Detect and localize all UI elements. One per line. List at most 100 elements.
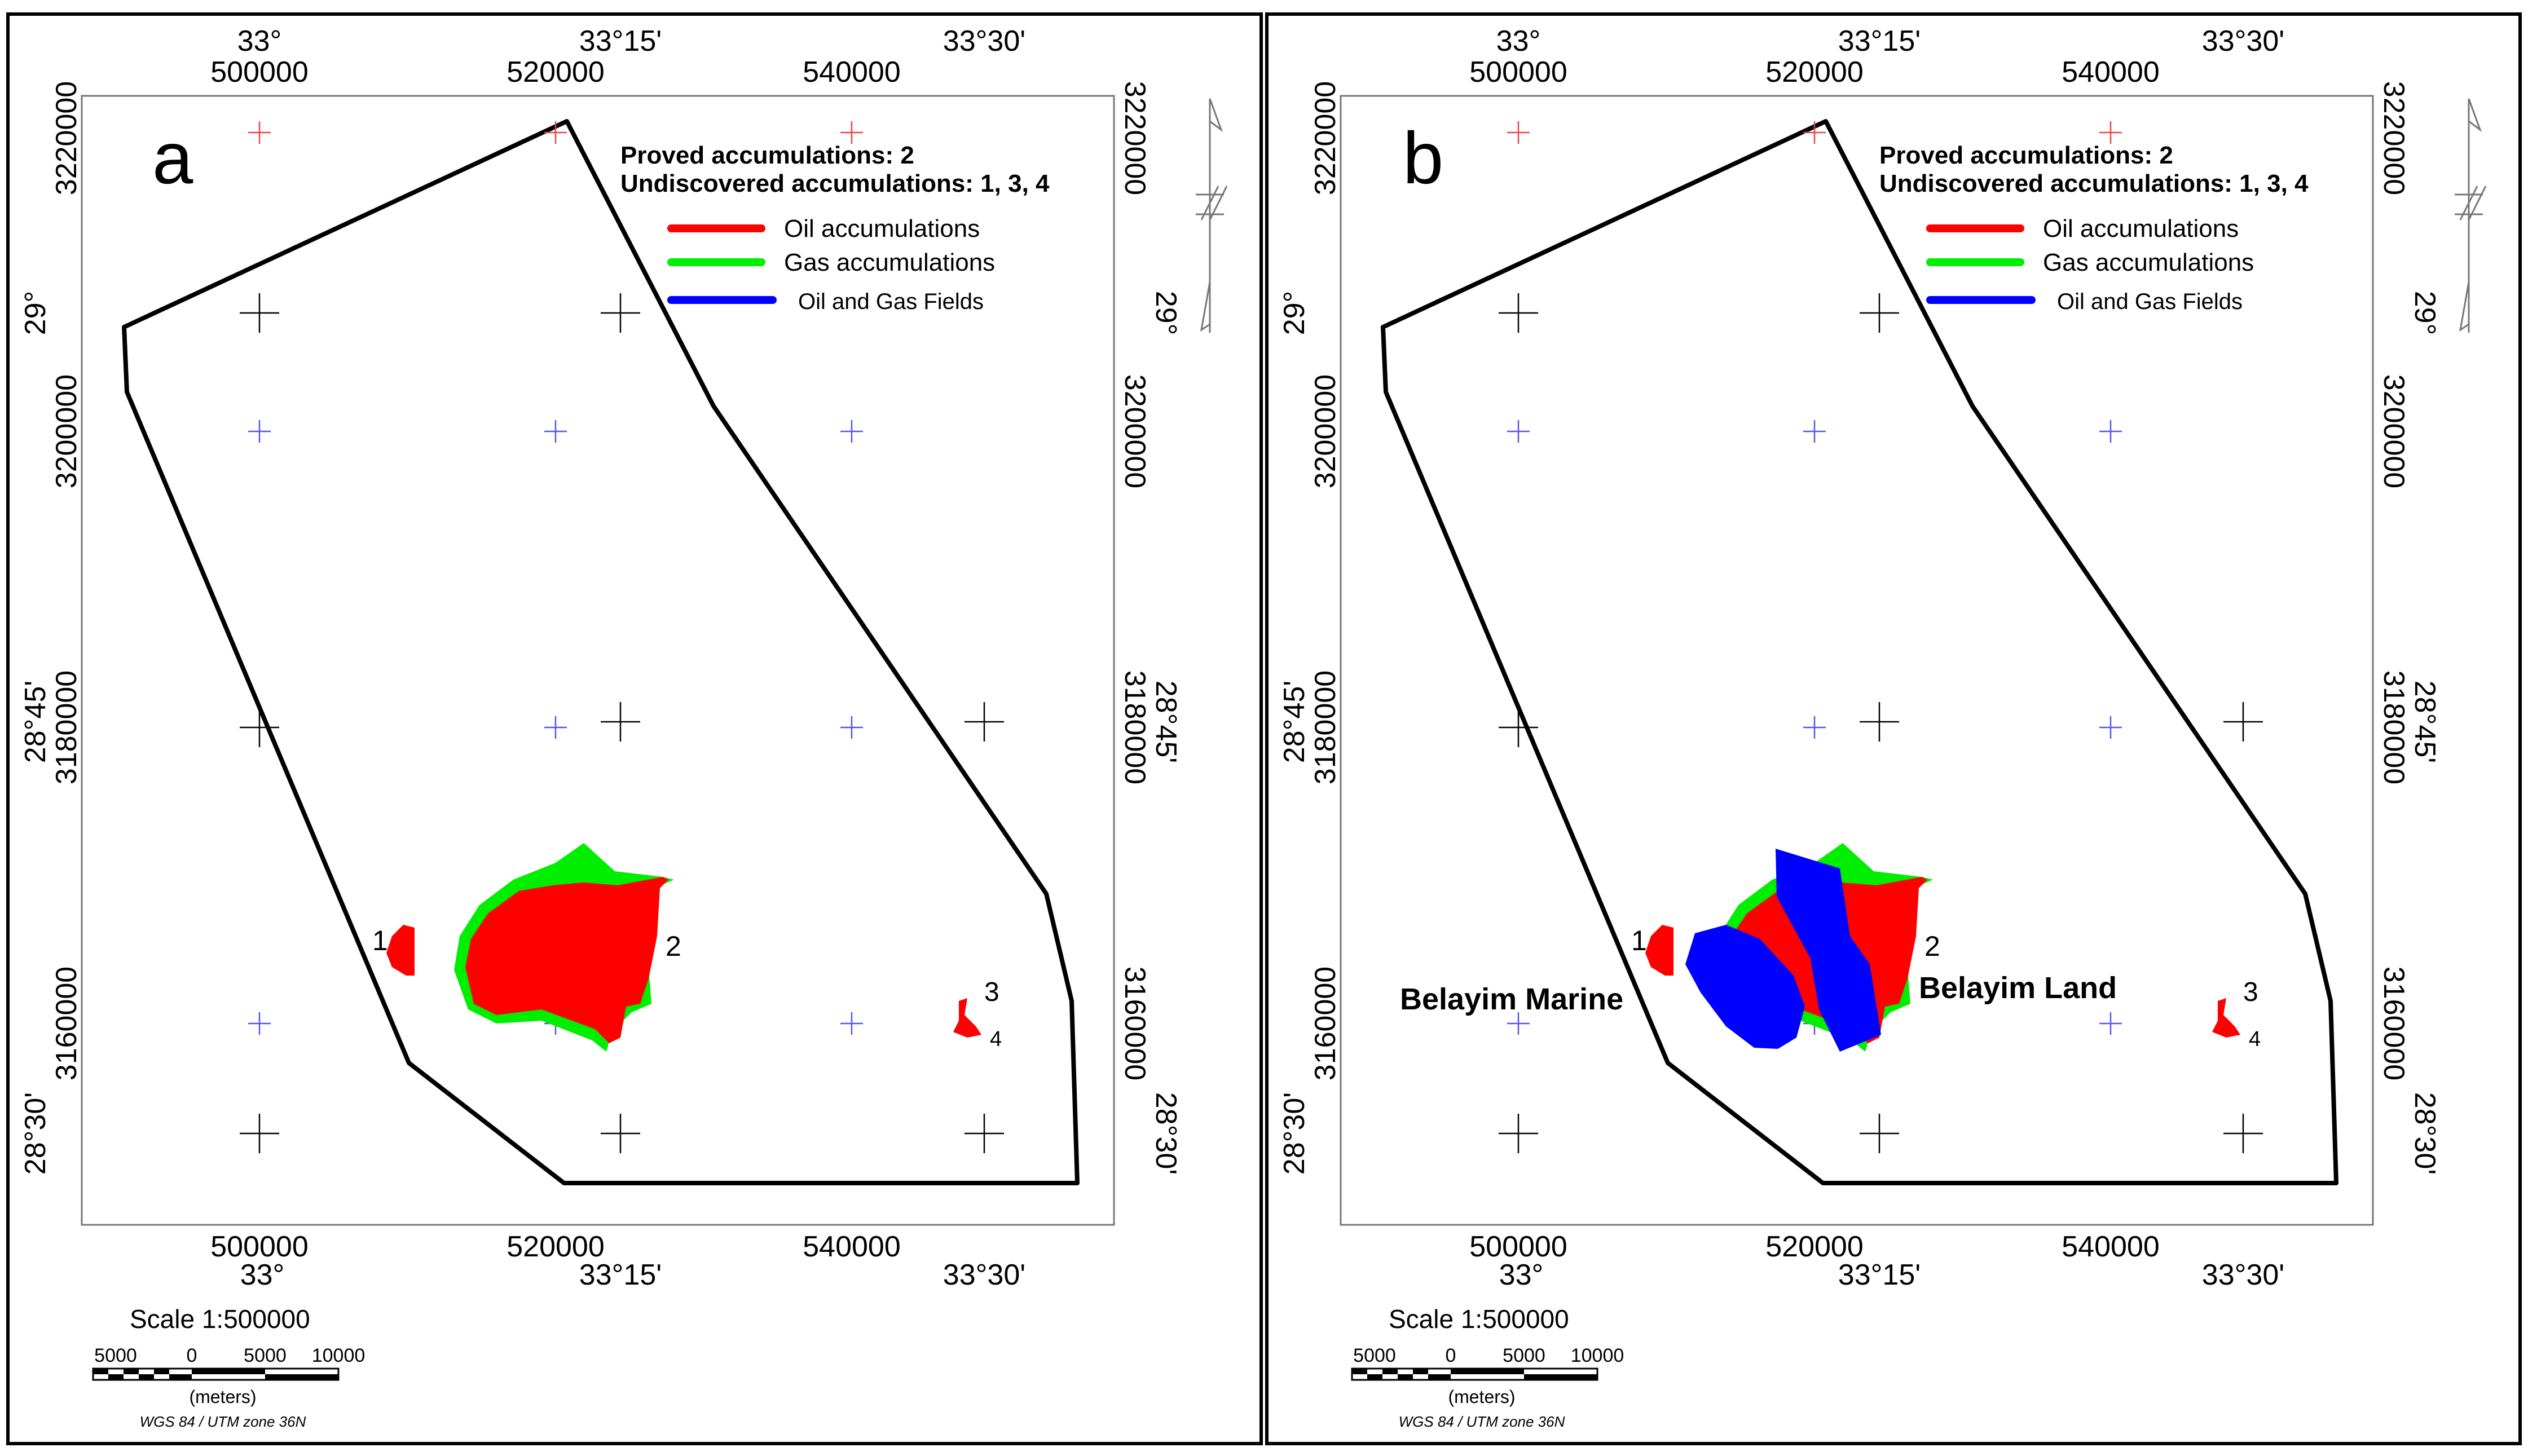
accumulation-label-3: 3	[2243, 977, 2258, 1007]
accumulation-label-1: 1	[1631, 925, 1647, 956]
red-utm-crosses	[1507, 121, 2122, 144]
bottom-lon-33: 33°	[1499, 1259, 1544, 1291]
projection-label: WGS 84 / UTM zone 36N	[1399, 1413, 1565, 1430]
field-label-belayim-land: Belayim Land	[1919, 971, 2117, 1005]
oil-accumulation-1	[386, 925, 415, 976]
left-lat-2845: 28°45'	[1278, 681, 1311, 763]
legend-proved: Proved accumulations: 2	[620, 142, 914, 169]
north-arrow-icon	[2455, 98, 2487, 333]
accumulation-label-4: 4	[990, 1027, 1002, 1051]
oil-accumulation-3-4	[953, 998, 981, 1038]
study-area-boundary	[1381, 119, 2338, 1185]
bottom-east-500000: 500000	[210, 1230, 309, 1263]
left-north-3180000: 3180000	[1309, 670, 1342, 784]
field-belayim-marine	[1685, 925, 1805, 1049]
accumulation-label-1: 1	[372, 925, 388, 956]
legend: Proved accumulations: 2 Undiscovered acc…	[1879, 142, 2309, 314]
legend-proved: Proved accumulations: 2	[1879, 142, 2173, 169]
panel-b-frame	[1265, 12, 2522, 1445]
right-lat-2845: 28°45'	[2408, 681, 2441, 763]
bottom-lon-3330: 33°30'	[2202, 1259, 2284, 1291]
panel-b-map-frame	[1340, 95, 2374, 1226]
scale-tick-10000: 10000	[312, 1345, 365, 1366]
right-north-3160000: 3160000	[2377, 967, 2410, 1080]
right-north-3200000: 3200000	[2377, 374, 2410, 488]
bottom-east-540000: 540000	[803, 1230, 901, 1263]
legend-fields-label: Oil and Gas Fields	[2057, 289, 2243, 314]
panel-letter: b	[1403, 117, 1443, 199]
oil-accumulation-1	[1645, 925, 1673, 976]
top-east-520000: 520000	[1765, 56, 1864, 89]
panel-a-map-frame	[81, 95, 1115, 1226]
top-east-540000: 540000	[2062, 56, 2160, 89]
bottom-lon-3315: 33°15'	[579, 1259, 662, 1291]
scale-tick-5000-right: 5000	[1503, 1345, 1545, 1366]
top-lon-33: 33°	[1496, 25, 1541, 58]
right-north-3160000: 3160000	[1118, 967, 1151, 1080]
bottom-east-520000: 520000	[507, 1230, 605, 1263]
graticule-crosses	[240, 293, 1004, 1153]
left-north-3220000: 3220000	[50, 81, 83, 195]
right-lat-2830: 28°30'	[2408, 1092, 2441, 1175]
top-lon-3315: 33°15'	[1838, 25, 1921, 58]
graticule-crosses	[1499, 293, 2263, 1153]
study-area-boundary	[122, 119, 1080, 1185]
right-north-3180000: 3180000	[2377, 670, 2410, 784]
oil-accumulation-3-4	[2212, 998, 2240, 1038]
accumulation-label-2: 2	[666, 930, 681, 962]
scale-bar: Scale 1:500000 5000 0 5000 10000 (meters…	[92, 1304, 365, 1430]
right-lat-2845: 28°45'	[1150, 681, 1182, 763]
right-north-3220000: 3220000	[1118, 81, 1151, 195]
map-panel-b: 33° 33°15' 33°30' 500000 520000 540000 5…	[1265, 12, 2522, 1445]
scale-bar: Scale 1:500000 5000 0 5000 10000 (meters…	[1351, 1304, 1624, 1430]
top-lon-3330: 33°30'	[2202, 25, 2284, 58]
scale-tick-0: 0	[187, 1345, 197, 1366]
left-lat-29: 29°	[1278, 291, 1311, 336]
top-east-520000: 520000	[507, 56, 605, 89]
field-label-belayim-marine: Belayim Marine	[1400, 982, 1623, 1016]
bottom-east-500000: 500000	[1469, 1230, 1567, 1263]
left-lat-2830: 28°30'	[1278, 1092, 1311, 1175]
legend-oil-label: Oil accumulations	[784, 215, 980, 242]
left-lat-2845: 28°45'	[19, 681, 52, 763]
projection-label: WGS 84 / UTM zone 36N	[140, 1413, 306, 1430]
left-north-3200000: 3200000	[1309, 374, 1342, 488]
scale-tick-5000-left: 5000	[94, 1345, 137, 1366]
scale-tick-0: 0	[1446, 1345, 1456, 1366]
scale-units: (meters)	[189, 1387, 256, 1407]
top-east-540000: 540000	[803, 56, 901, 89]
right-lat-2830: 28°30'	[1150, 1092, 1182, 1175]
top-lon-3330: 33°30'	[943, 25, 1025, 58]
right-lat-29: 29°	[2408, 291, 2441, 336]
right-north-3180000: 3180000	[1118, 670, 1151, 784]
bottom-lon-33: 33°	[240, 1259, 285, 1291]
north-arrow-icon	[1196, 98, 1228, 333]
left-north-3180000: 3180000	[50, 670, 83, 784]
legend-fields-label: Oil and Gas Fields	[798, 289, 984, 314]
legend-oil-label: Oil accumulations	[2043, 215, 2239, 242]
scale-title: Scale 1:500000	[1389, 1304, 1569, 1334]
right-north-3220000: 3220000	[2377, 81, 2410, 195]
left-lat-2830: 28°30'	[19, 1092, 52, 1175]
field-belayim-land	[1776, 849, 1881, 1052]
legend-gas-label: Gas accumulations	[784, 249, 995, 276]
left-north-3200000: 3200000	[50, 374, 83, 488]
oil-accumulation-2	[465, 877, 668, 1043]
bottom-east-540000: 540000	[2062, 1230, 2160, 1263]
top-east-500000: 500000	[210, 56, 309, 89]
bottom-east-520000: 520000	[1765, 1230, 1864, 1263]
scale-units: (meters)	[1448, 1387, 1515, 1407]
right-lat-29: 29°	[1150, 291, 1182, 336]
accumulation-label-3: 3	[984, 977, 999, 1007]
left-north-3220000: 3220000	[1309, 81, 1342, 195]
top-east-500000: 500000	[1469, 56, 1567, 89]
legend-gas-label: Gas accumulations	[2043, 249, 2254, 276]
scale-tick-10000: 10000	[1571, 1345, 1624, 1366]
accumulation-label-2: 2	[1924, 930, 1940, 962]
scale-tick-5000-left: 5000	[1353, 1345, 1396, 1366]
left-north-3160000: 3160000	[50, 967, 83, 1080]
panel-a-frame	[6, 12, 1263, 1445]
bottom-lon-3330: 33°30'	[943, 1259, 1025, 1291]
bottom-lon-3315: 33°15'	[1838, 1259, 1921, 1291]
map-panel-a: 33° 33°15' 33°30' 500000 520000 540000 5…	[6, 12, 1263, 1445]
